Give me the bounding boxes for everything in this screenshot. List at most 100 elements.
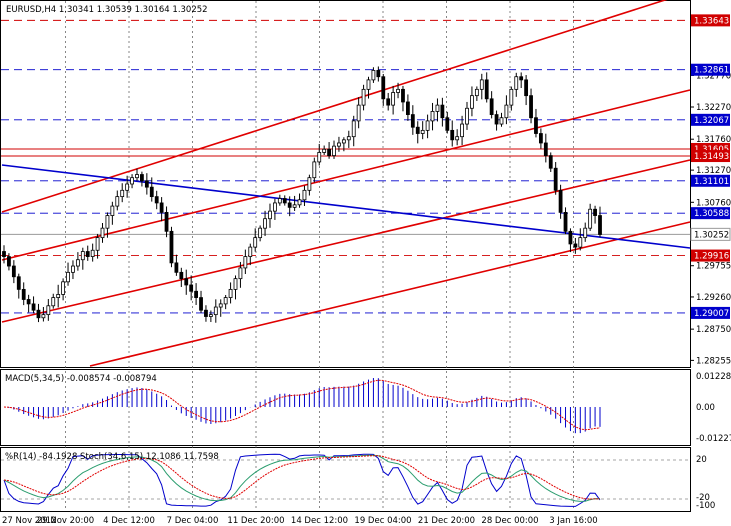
horizontal-levels (1, 19, 690, 314)
candle-body (105, 215, 110, 229)
level-label-box (690, 227, 731, 241)
price-tick-label: 1.28750 (696, 325, 731, 335)
candle-body (149, 186, 154, 198)
candle-body (297, 199, 302, 206)
candle-body (371, 70, 376, 81)
candle-body (130, 177, 134, 185)
candle-body (401, 88, 405, 103)
candle-body (204, 309, 208, 317)
candle-body (144, 180, 149, 188)
time-label: 14 Dec 12:00 (291, 516, 348, 526)
level-label: 1.30588 (694, 209, 729, 219)
candle-body (494, 114, 499, 125)
candle-body (519, 76, 524, 81)
time-label: 27 Nov 2012 (2, 516, 56, 526)
wpr-line (3, 453, 601, 507)
level-label-box (691, 14, 730, 27)
candle-body (100, 227, 105, 239)
candle-body (46, 305, 51, 316)
candle-body (430, 111, 435, 122)
candle-body (568, 230, 573, 245)
macd-signal-line (3, 379, 601, 431)
candle-body (509, 88, 514, 106)
trend-line (1, 164, 691, 249)
price-tick-label: 1.29260 (696, 293, 731, 303)
candle-body (218, 303, 223, 308)
channel-line-mid-lower (1, 159, 691, 323)
time-label: 11 Dec 20:00 (227, 516, 284, 526)
time-label: 7 Dec 04:00 (167, 516, 219, 526)
candle-body (470, 95, 474, 109)
candle-body (228, 288, 233, 298)
stoch-signal-line (3, 455, 601, 500)
level-label: 1.29916 (694, 252, 729, 262)
level-label-box (691, 249, 730, 262)
candle-body (287, 202, 292, 208)
candle-body (223, 297, 228, 305)
candle-body (51, 297, 56, 307)
candle-body (593, 208, 597, 216)
candle-body (277, 198, 282, 204)
wpr-tick-label: -100 (696, 501, 715, 511)
candle-body (75, 259, 80, 267)
candle-body (248, 246, 253, 257)
wpr-tick-label: -20 (696, 493, 710, 503)
candle-body (95, 237, 100, 251)
candle-body (366, 79, 371, 90)
candle-body (558, 189, 563, 213)
candle-body (543, 142, 548, 157)
candle-body (233, 278, 238, 290)
candle-body (238, 267, 243, 280)
candle-body (406, 101, 410, 115)
candle-body (213, 306, 218, 316)
candle-body (420, 129, 425, 134)
candle-body (538, 133, 543, 144)
candle-body (208, 314, 213, 317)
candle-body (41, 314, 46, 319)
candle-body (184, 278, 189, 286)
channel-line-upper (1, 0, 668, 213)
candle-body (440, 104, 445, 119)
candle-body (341, 139, 346, 144)
candle-body (199, 297, 203, 311)
candle-body (110, 205, 115, 216)
candle-body (174, 262, 179, 273)
level-label: 1.30252 (694, 230, 729, 240)
price-tick-label: 1.31270 (696, 166, 731, 176)
candle-body (327, 148, 331, 157)
time-label: 29 Nov 20:00 (37, 516, 94, 526)
candle-body (85, 251, 90, 257)
price-tick-label: 1.31760 (696, 135, 731, 145)
macd-tick-label: 0.012282 (696, 372, 731, 382)
candle-body (479, 79, 484, 90)
level-label: 1.29007 (694, 309, 729, 319)
candle-body (307, 177, 312, 191)
candle-body (21, 288, 26, 300)
price-tick-label: 1.28255 (696, 356, 731, 366)
candle-body (36, 309, 41, 319)
time-label: 19 Dec 04:00 (354, 516, 411, 526)
main-panel[interactable] (0, 0, 691, 368)
candle-body (435, 104, 440, 112)
price-tick-label: 1.29755 (696, 262, 731, 272)
level-label: 1.31493 (694, 152, 729, 162)
candle-body (548, 155, 553, 169)
candle-body (337, 142, 341, 147)
candle-body (381, 76, 386, 100)
candles (2, 66, 602, 323)
candle-body (524, 79, 529, 97)
time-label: 21 Dec 20:00 (418, 516, 475, 526)
candle-body (302, 189, 307, 201)
candle-body (504, 104, 509, 119)
channel-line-lower (89, 221, 691, 367)
candle-body (115, 196, 120, 207)
candle-body (332, 145, 336, 157)
candle-body (56, 294, 61, 298)
macd-label: MACD(5,34,5) -0.008574 -0.008794 (5, 374, 157, 384)
stoch-main-line (3, 454, 601, 502)
level-label-box (691, 207, 730, 220)
macd-tick-label: -0.012271 (696, 434, 731, 444)
price-channel (1, 0, 691, 367)
